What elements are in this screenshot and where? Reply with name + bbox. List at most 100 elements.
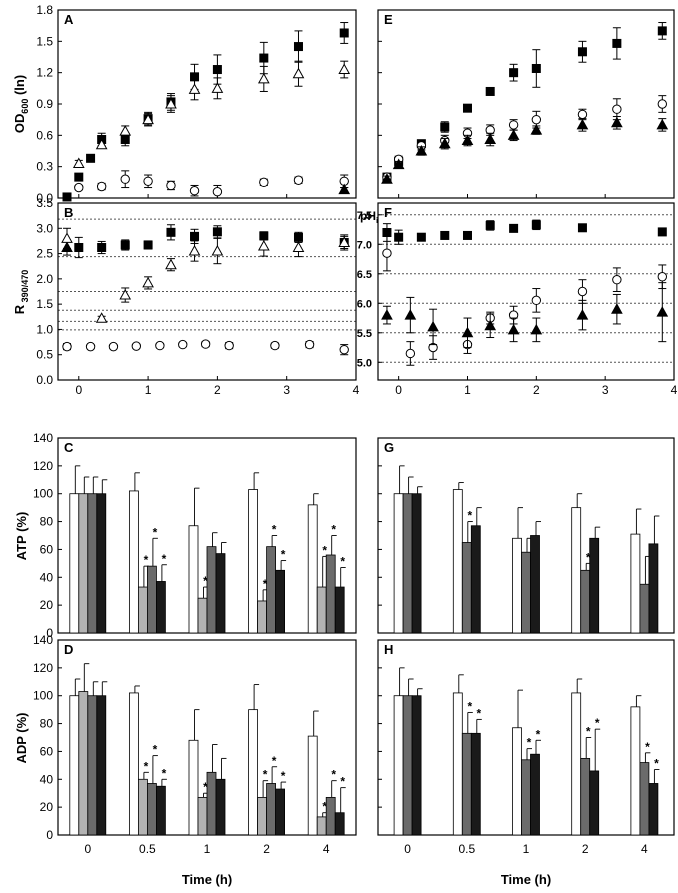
significance-star: * <box>476 706 481 720</box>
bar <box>146 565 157 634</box>
significance-star: * <box>645 740 650 754</box>
data-point-triangle <box>61 232 73 243</box>
y-tick-label: 100 <box>33 487 53 501</box>
data-point-triangle <box>211 82 224 93</box>
significance-star: * <box>263 768 268 782</box>
data-point-circle <box>657 272 667 282</box>
data-point-triangle <box>95 312 108 323</box>
y-tick-label: 1.5 <box>36 34 53 48</box>
data-point-triangle <box>119 125 132 136</box>
y-tick-label: 40 <box>40 570 54 584</box>
panel-label: F <box>384 205 392 220</box>
data-point-square <box>212 227 222 237</box>
bar <box>137 586 148 634</box>
significance-star: * <box>144 553 149 567</box>
significance-star: * <box>162 766 167 780</box>
data-point-square <box>509 68 519 78</box>
bar <box>197 796 208 836</box>
data-point-square <box>531 63 541 73</box>
significance-star: * <box>281 548 286 562</box>
data-point-circle <box>531 114 542 125</box>
data-point-circle <box>270 340 280 351</box>
data-point-triangle <box>165 258 177 270</box>
data-point-circle <box>74 182 84 193</box>
bar <box>521 759 531 836</box>
bar <box>580 757 591 836</box>
data-point-triangle <box>142 276 154 288</box>
data-point-triangle <box>576 118 589 130</box>
data-point-triangle <box>461 134 474 146</box>
data-point-triangle <box>381 173 393 184</box>
y-tick-label: 3.5 <box>36 196 53 210</box>
significance-star: * <box>322 543 327 557</box>
bar <box>630 533 641 634</box>
x-tick-label: 1 <box>145 383 152 397</box>
y-axis-title: ATP (%) <box>14 512 29 561</box>
bar <box>248 709 259 836</box>
significance-star: * <box>654 757 659 771</box>
x-tick-label: 0.5 <box>458 842 475 856</box>
data-point-square <box>74 172 84 182</box>
bar <box>188 525 199 634</box>
significance-star: * <box>203 780 208 794</box>
y-tick-label: 6.5 <box>357 269 372 281</box>
panel-label: B <box>64 205 73 220</box>
bar <box>307 735 318 836</box>
significance-star: * <box>144 759 149 773</box>
significance-star: * <box>595 716 600 730</box>
data-point-circle <box>382 248 392 258</box>
bar <box>639 583 650 634</box>
bar <box>411 695 422 836</box>
bar <box>155 785 166 836</box>
data-point-square <box>74 243 84 253</box>
panel-label: H <box>384 642 393 657</box>
x-tick-label: 4 <box>641 842 648 856</box>
x-tick-label: 0.5 <box>139 842 156 856</box>
bar <box>257 796 268 836</box>
x-tick-label: 1 <box>204 842 211 856</box>
x-tick-label: 0 <box>84 842 91 856</box>
y-tick-label: 5.0 <box>357 357 372 369</box>
y-tick-label: 0 <box>46 626 53 640</box>
data-point-circle <box>120 174 130 184</box>
bar <box>325 554 336 634</box>
x-tick-label: 2 <box>582 842 589 856</box>
panel-label: A <box>64 12 74 27</box>
y-tick-label: 0.9 <box>36 97 53 111</box>
data-point-circle <box>224 340 234 351</box>
x-tick-label: 2 <box>214 383 221 397</box>
bar <box>648 783 659 836</box>
y-tick-label: 0 <box>46 828 53 842</box>
bar <box>146 783 157 836</box>
data-point-square <box>62 192 72 202</box>
data-point-square <box>190 231 200 241</box>
y-tick-label: 80 <box>40 515 54 529</box>
significance-star: * <box>586 725 591 739</box>
significance-star: * <box>272 523 277 537</box>
y-tick-label: 40 <box>40 772 54 786</box>
bar <box>334 586 345 634</box>
bar <box>521 551 531 634</box>
significance-star: * <box>281 769 286 783</box>
bar <box>571 507 582 634</box>
bar <box>470 732 481 836</box>
data-point-circle <box>143 176 153 186</box>
data-point-circle <box>62 341 72 352</box>
x-tick-label: 1 <box>523 842 530 856</box>
data-point-square <box>293 42 303 52</box>
bar <box>589 770 600 836</box>
y-tick-label: 140 <box>33 431 53 445</box>
significance-star: * <box>153 525 158 539</box>
data-point-square <box>86 153 96 163</box>
plot-frame <box>57 9 357 199</box>
y-tick-label: 100 <box>33 689 53 703</box>
y-tick-label: 20 <box>40 800 54 814</box>
data-point-square <box>462 230 472 240</box>
y-tick-label: 140 <box>33 633 53 647</box>
data-point-triangle <box>507 323 520 335</box>
data-point-circle <box>166 180 176 191</box>
data-point-circle <box>531 295 542 306</box>
data-point-triangle <box>576 309 589 320</box>
data-point-triangle <box>211 245 224 256</box>
